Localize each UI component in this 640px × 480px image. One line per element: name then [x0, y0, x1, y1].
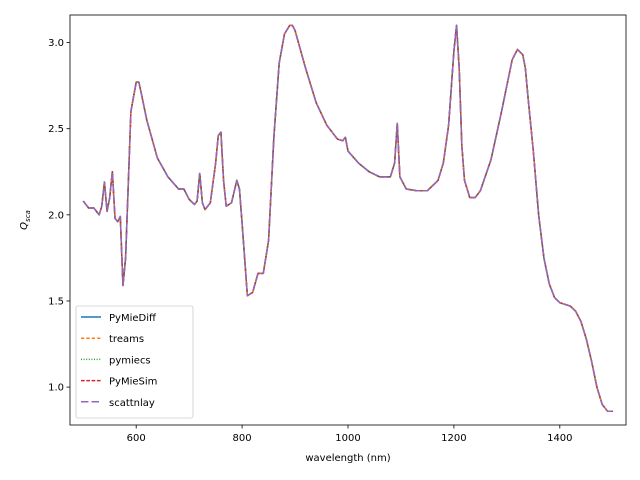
x-tick-label: 1400 — [547, 433, 572, 444]
x-tick-label: 600 — [127, 433, 146, 444]
legend: PyMieDiff treams pymiecs PyMieSim scattnlay — [75, 305, 194, 419]
y-axis-label-main: Q — [19, 222, 30, 230]
y-axis: 1.0 1.5 2.0 2.5 3.0 — [48, 38, 70, 394]
x-tick-label: 800 — [233, 433, 252, 444]
x-tick-label: 1200 — [441, 433, 466, 444]
legend-box — [75, 305, 194, 419]
x-axis: 600 800 1000 1200 1400 — [127, 425, 573, 444]
series-layer — [82, 24, 613, 412]
y-tick-label: 2.5 — [48, 124, 64, 135]
series-line-scattnlay — [82, 24, 613, 412]
legend-label-scattnlay: scattnlay — [109, 398, 155, 409]
y-axis-label-sub: sca — [24, 210, 32, 222]
y-tick-label: 2.0 — [48, 210, 64, 221]
legend-label-pymiediff: PyMieDiff — [109, 313, 157, 324]
y-axis-label: Qsca — [19, 210, 32, 230]
x-axis-label: wavelength (nm) — [305, 453, 390, 464]
legend-label-treams: treams — [109, 334, 144, 345]
y-tick-label: 1.5 — [48, 296, 64, 307]
x-tick-label: 1000 — [335, 433, 360, 444]
series-line-pymiesim — [82, 24, 613, 412]
y-tick-label: 3.0 — [48, 38, 64, 49]
y-tick-label: 1.0 — [48, 383, 64, 394]
legend-label-pymiesim: PyMieSim — [109, 377, 157, 388]
legend-label-pymiecs: pymiecs — [109, 355, 151, 366]
